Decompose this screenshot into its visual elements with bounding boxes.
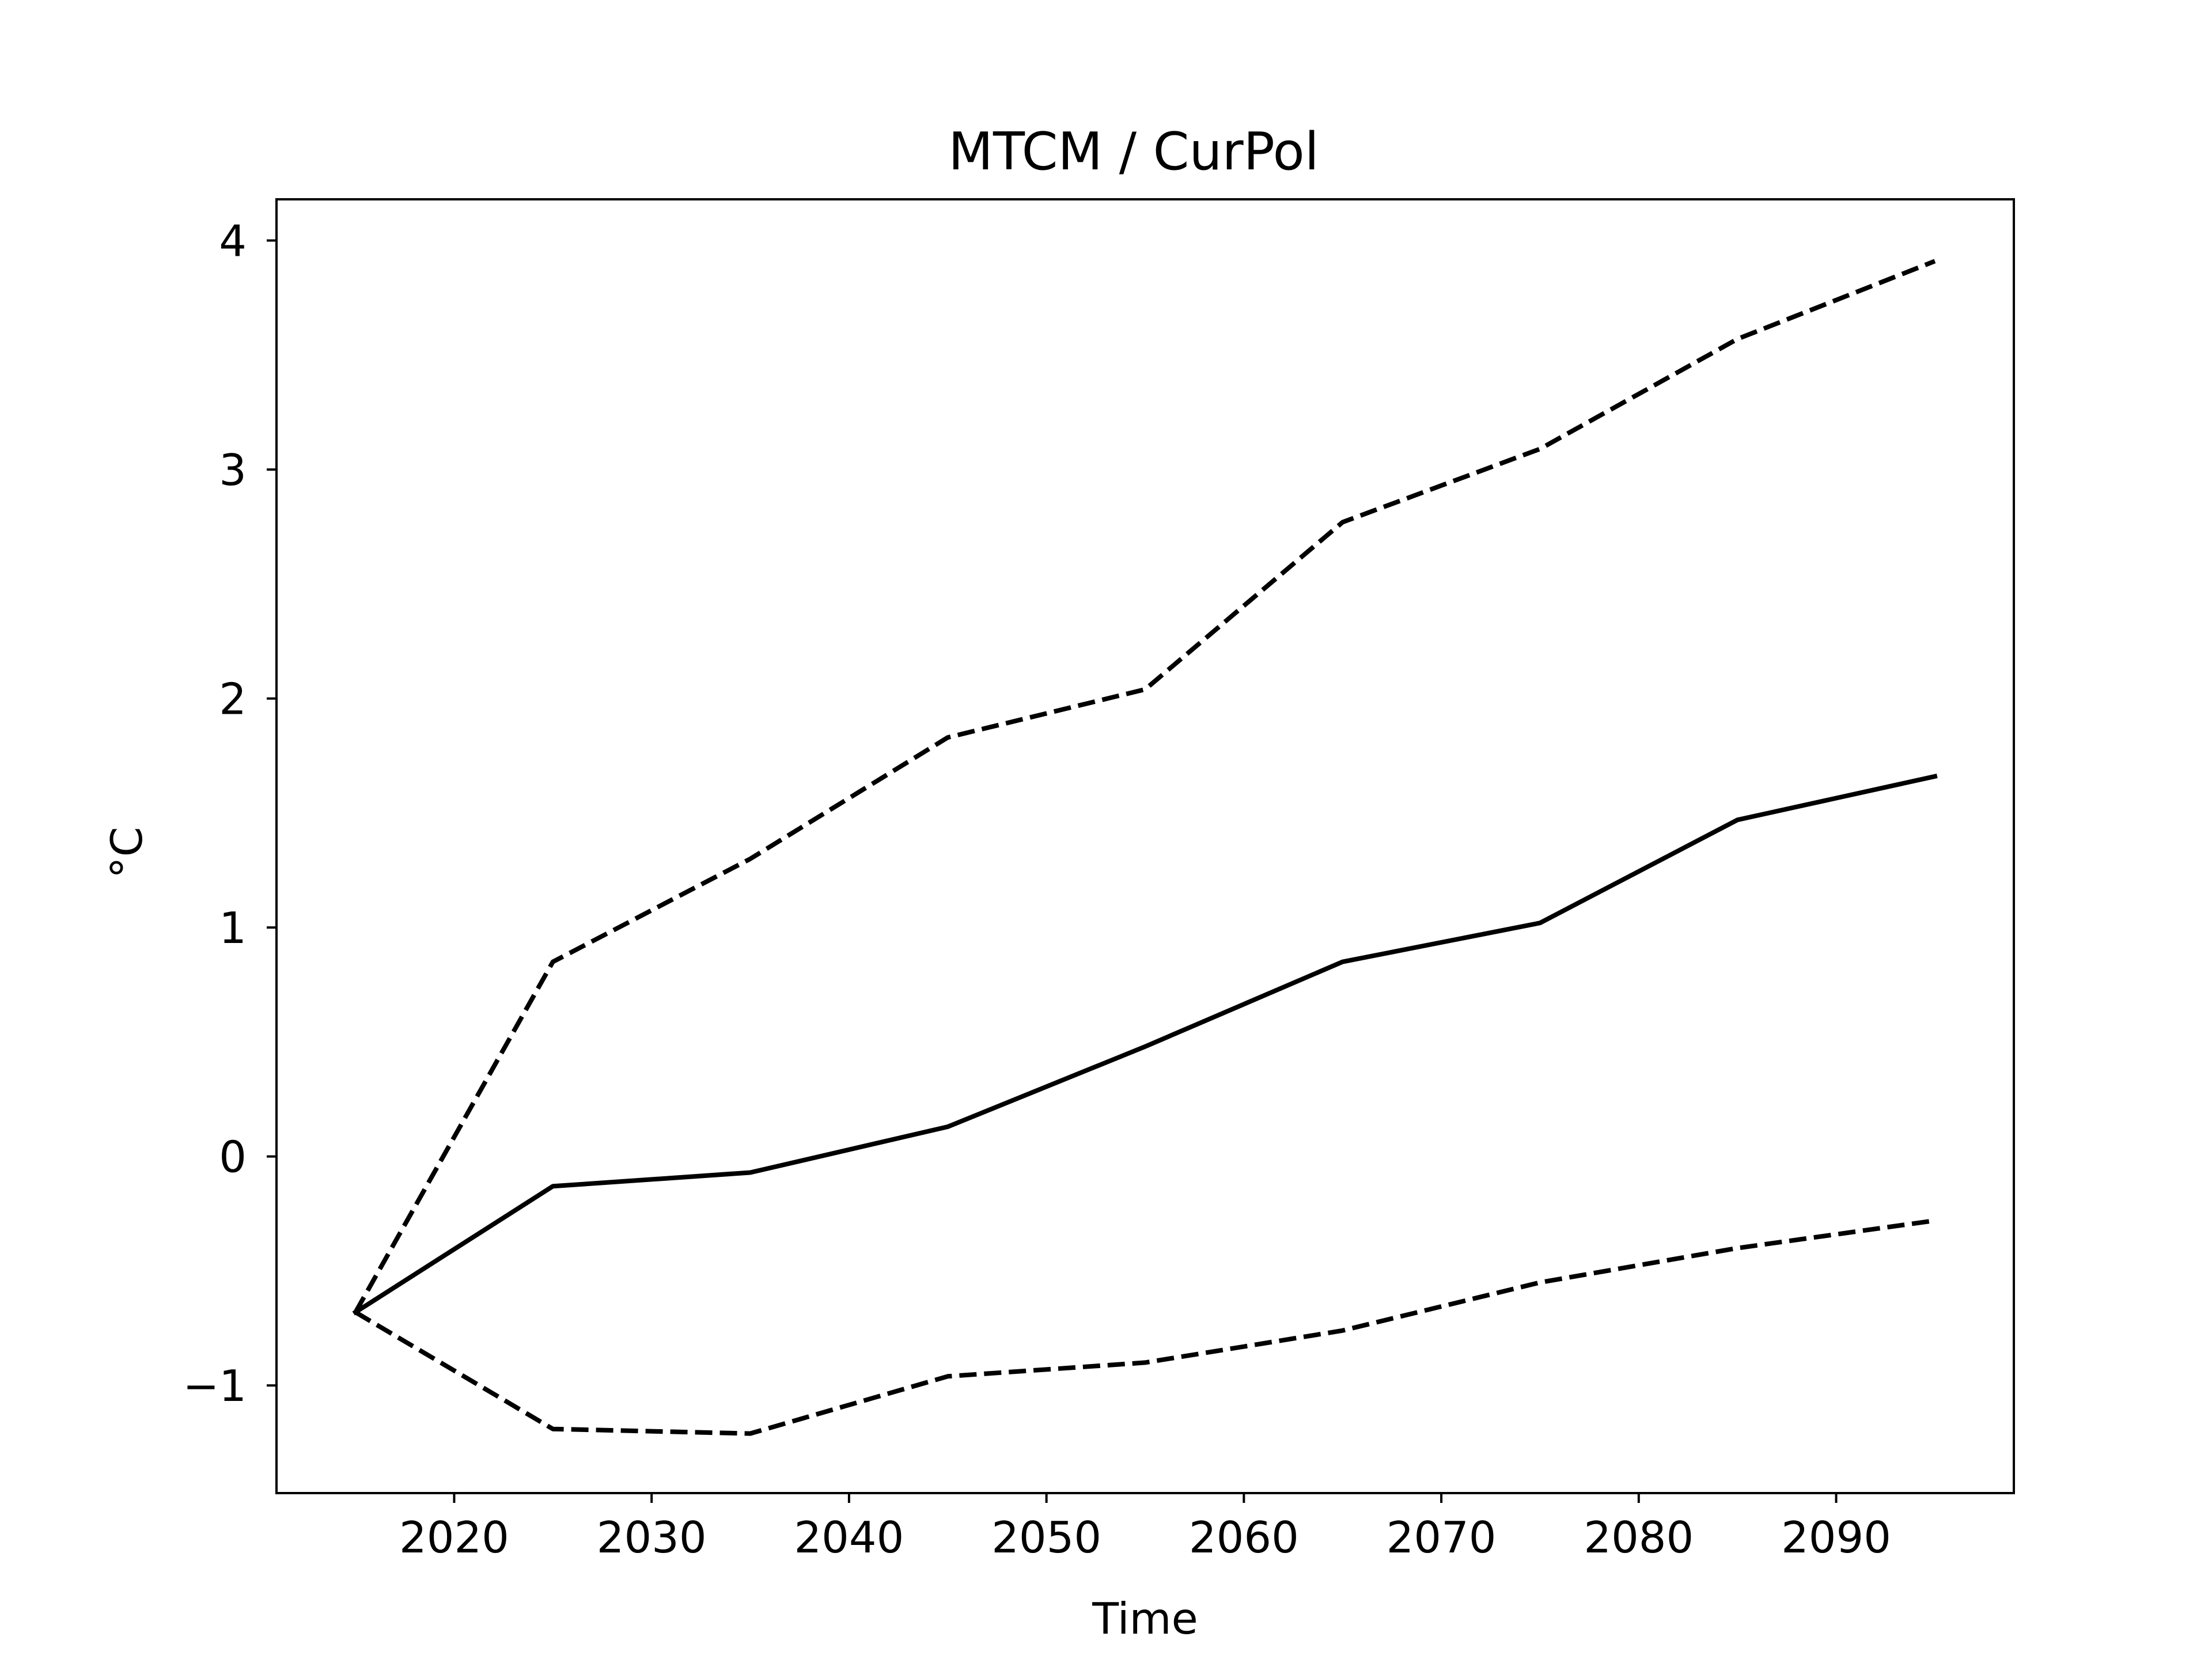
y-tick-label: 0	[219, 1132, 247, 1183]
x-tick-label: 2090	[1781, 1512, 1891, 1563]
x-axis-label: Time	[1092, 1593, 1198, 1644]
series-line-2-dashed	[353, 259, 1936, 1313]
series-line-3-dashed	[354, 1218, 1936, 1436]
x-tick-label: 2050	[991, 1512, 1101, 1563]
y-tick-label: 4	[219, 216, 247, 267]
x-axis: 2020 2030 2040 2050 2060 2070 2080 2090	[399, 1493, 1891, 1563]
y-tick-label: 1	[219, 903, 247, 953]
x-tick-label: 2030	[597, 1512, 707, 1563]
y-tick-label: −1	[183, 1361, 247, 1411]
plot-frame	[275, 198, 2015, 1494]
x-tick-label: 2070	[1387, 1512, 1497, 1563]
x-tick-label: 2040	[794, 1512, 904, 1563]
x-tick-label: 2060	[1189, 1512, 1299, 1563]
chart-title: MTCM / CurPol	[948, 122, 1319, 182]
y-tick-label: 2	[219, 674, 247, 725]
series-line-1-solid	[352, 774, 1938, 1316]
x-tick-label: 2020	[399, 1512, 509, 1563]
series-layer	[352, 259, 1938, 1436]
x-tick-label: 2080	[1584, 1512, 1694, 1563]
y-axis: −1 0 1 2 3 4	[183, 216, 276, 1411]
y-tick-label: 3	[219, 445, 247, 495]
y-axis-label: °C	[101, 827, 152, 878]
